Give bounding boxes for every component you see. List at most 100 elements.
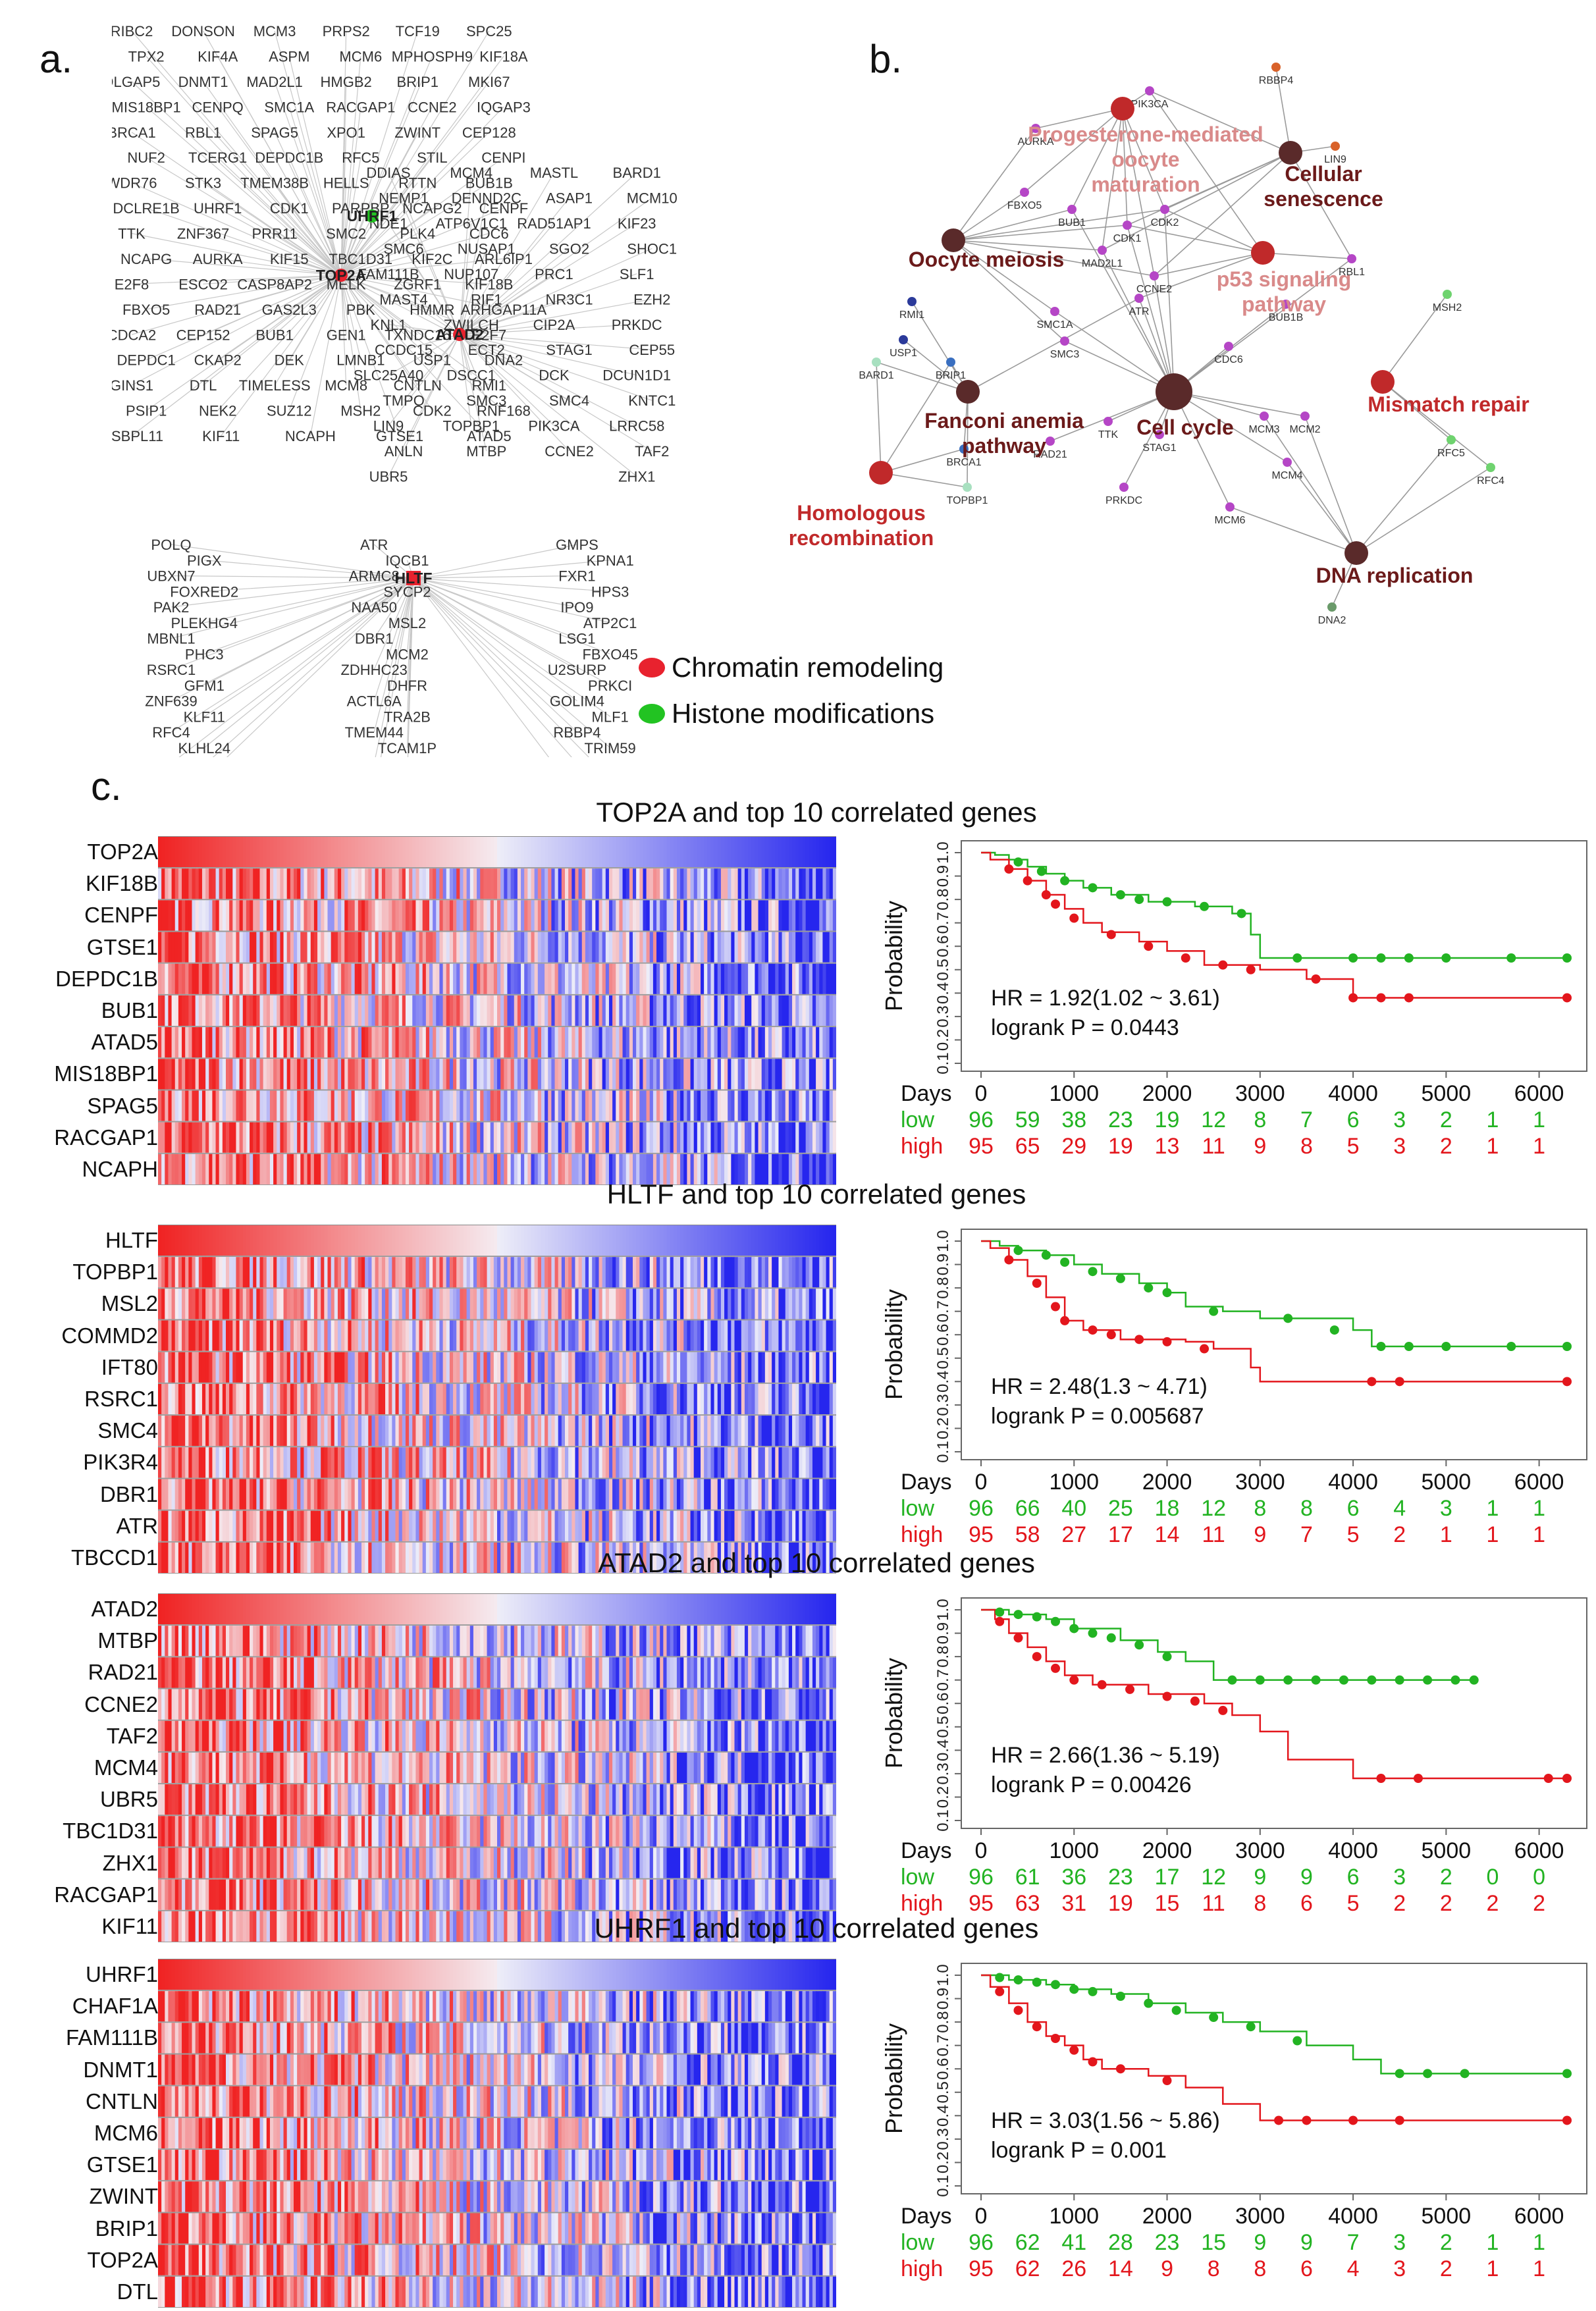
heatmap-cell	[623, 1447, 627, 1477]
heatmap-cell	[612, 1384, 616, 1414]
heatmap-cell	[741, 1416, 745, 1446]
heatmap-cell	[352, 837, 356, 867]
heatmap-cell	[385, 996, 389, 1026]
heatmap-cell	[768, 1511, 772, 1541]
heatmap-cell	[606, 1225, 610, 1256]
heatmap-cell	[683, 1479, 687, 1509]
heatmap-cell	[348, 1225, 352, 1256]
heatmap-cell	[443, 1321, 447, 1351]
heatmap-cell	[803, 1090, 807, 1121]
heatmap-cell	[494, 1384, 498, 1414]
heatmap-cell	[535, 1511, 539, 1541]
heatmap-cell	[419, 1352, 423, 1383]
heatmap-cell	[280, 1416, 284, 1446]
heatmap-cell	[582, 1059, 586, 1089]
heatmap-cell	[290, 868, 294, 899]
heatmap-cell	[616, 1447, 620, 1477]
heatmap-cell	[229, 1384, 233, 1414]
heatmap-cell	[572, 1352, 575, 1383]
heatmap-cell	[311, 1447, 315, 1477]
heatmap-cell	[399, 1257, 403, 1287]
heatmap-cell	[650, 1416, 654, 1446]
heatmap-cell	[250, 1321, 253, 1351]
heatmap-cell	[168, 1257, 172, 1287]
heatmap-cell	[623, 1059, 627, 1089]
heatmap-cell	[199, 964, 203, 994]
heatmap-cell	[718, 900, 722, 930]
heatmap-cell	[548, 964, 552, 994]
heatmap-cell	[575, 1090, 579, 1121]
heatmap-cell	[667, 1384, 671, 1414]
gene-label: WDR76	[112, 175, 157, 192]
heatmap-cell	[778, 1416, 782, 1446]
heatmap-cell	[667, 1090, 671, 1121]
heatmap-cell	[816, 1257, 820, 1287]
heatmap-cell	[701, 1352, 705, 1383]
heatmap-cell	[396, 1384, 400, 1414]
heatmap-cell	[423, 1352, 427, 1383]
heatmap-cell	[352, 900, 356, 930]
heatmap-cell	[456, 996, 460, 1026]
heatmap-cell	[809, 1059, 813, 1089]
heatmap-cell	[589, 996, 593, 1026]
heatmap-cell	[371, 1059, 375, 1089]
heatmap-cell	[165, 1154, 169, 1184]
heatmap-cell	[504, 1511, 508, 1541]
heatmap-cell	[270, 1123, 274, 1153]
km-ytick-label: 0.2	[934, 1029, 952, 1051]
heatmap-cell	[185, 1511, 189, 1541]
heatmap-cell	[626, 1027, 630, 1057]
km-ytick-label: 0.6	[934, 936, 952, 957]
heatmap-cell	[623, 996, 627, 1026]
heatmap-cell	[250, 1543, 253, 1573]
heatmap-cell	[270, 964, 274, 994]
heatmap-cell	[280, 1352, 284, 1383]
gene-node-label: RBBP4	[1259, 75, 1294, 86]
heatmap-cell	[202, 1027, 206, 1057]
heatmap-cell	[423, 1384, 427, 1414]
heatmap-cell	[650, 996, 654, 1026]
heatmap-cell	[616, 1321, 620, 1351]
heatmap-cell	[243, 1352, 247, 1383]
heatmap-cell	[328, 1154, 332, 1184]
heatmap-cell	[782, 996, 786, 1026]
heatmap-cell	[331, 1027, 335, 1057]
heatmap-cell	[500, 1288, 504, 1319]
heatmap-cell	[185, 1288, 189, 1319]
heatmap-cell	[721, 1090, 725, 1121]
heatmap-cell	[762, 964, 766, 994]
heatmap-cell	[419, 1154, 423, 1184]
heatmap-cell	[480, 900, 484, 930]
heatmap-cell	[521, 1123, 525, 1153]
heatmap-cell	[691, 900, 695, 930]
heatmap-cell	[623, 1321, 627, 1351]
heatmap-cell	[256, 1154, 260, 1184]
heatmap-cell	[738, 1225, 742, 1256]
heatmap-cell	[341, 1027, 345, 1057]
heatmap-cell	[710, 1416, 714, 1446]
heatmap-cell	[483, 932, 487, 963]
heatmap-cell	[263, 1257, 267, 1287]
heatmap-cell	[670, 996, 674, 1026]
heatmap-cell	[260, 1288, 264, 1319]
heatmap-cell	[507, 868, 511, 899]
heatmap-cell	[562, 1090, 566, 1121]
heatmap-row	[158, 1352, 836, 1383]
km-xtick-label: 5000	[1422, 1081, 1472, 1106]
heatmap-cell	[250, 996, 253, 1026]
heatmap-cell	[436, 1257, 440, 1287]
heatmap-cell	[205, 932, 209, 963]
heatmap-cell	[500, 996, 504, 1026]
heatmap-cell	[314, 1479, 318, 1509]
heatmap-cell	[497, 1090, 501, 1121]
heatmap-cell	[358, 996, 362, 1026]
km-low-count: 96	[969, 1107, 994, 1132]
heatmap-cell	[494, 996, 498, 1026]
heatmap-cell	[653, 964, 657, 994]
heatmap-cell	[334, 1225, 338, 1256]
gene-label: DEPDC1B	[255, 149, 323, 166]
heatmap-cell	[558, 1027, 562, 1057]
heatmap-cell	[792, 964, 796, 994]
heatmap-cell	[595, 868, 599, 899]
heatmap-cell	[311, 932, 315, 963]
